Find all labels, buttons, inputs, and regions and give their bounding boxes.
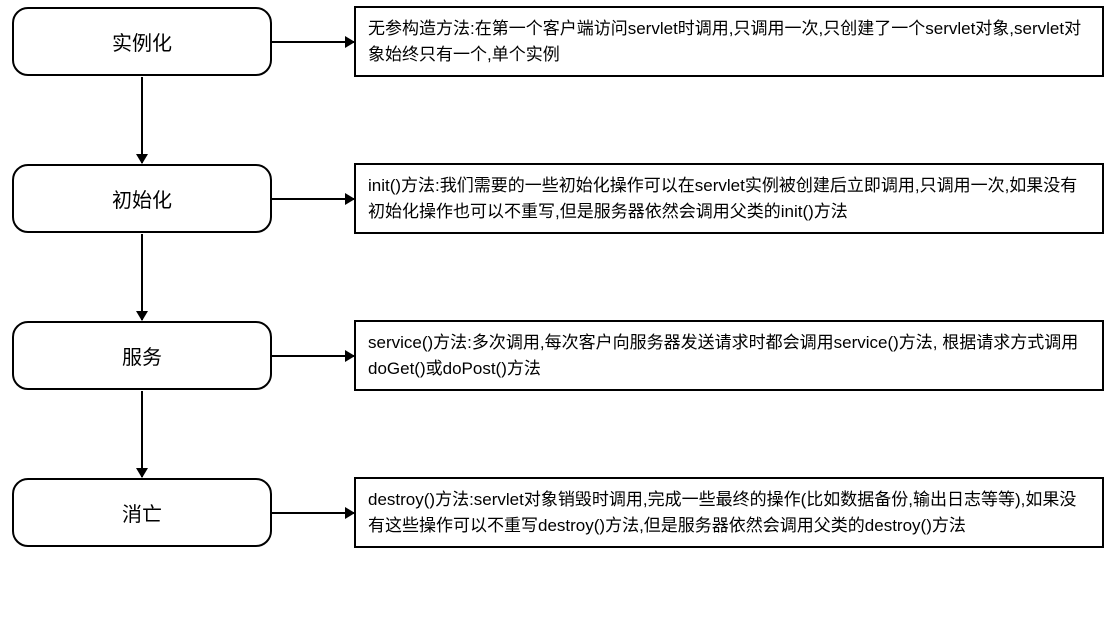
arrow-down-icon — [141, 77, 143, 163]
arrow-right-icon — [272, 198, 354, 200]
arrow-down-icon — [141, 391, 143, 477]
stage-destroy: 消亡 — [12, 478, 272, 547]
arrow-right-icon — [272, 512, 354, 514]
arrow-right-icon — [272, 355, 354, 357]
flow-row: 实例化 无参构造方法:在第一个客户端访问servlet时调用,只调用一次,只创建… — [12, 6, 1104, 77]
arrow-down-wrap — [12, 391, 272, 477]
arrow-right-icon — [272, 41, 354, 43]
desc-init: init()方法:我们需要的一些初始化操作可以在servlet实例被创建后立即调… — [354, 163, 1104, 234]
flow-row: 初始化 init()方法:我们需要的一些初始化操作可以在servlet实例被创建… — [12, 163, 1104, 234]
desc-service: service()方法:多次调用,每次客户向服务器发送请求时都会调用servic… — [354, 320, 1104, 391]
stage-instantiate: 实例化 — [12, 7, 272, 76]
stage-service: 服务 — [12, 321, 272, 390]
stage-init: 初始化 — [12, 164, 272, 233]
desc-destroy: destroy()方法:servlet对象销毁时调用,完成一些最终的操作(比如数… — [354, 477, 1104, 548]
desc-instantiate: 无参构造方法:在第一个客户端访问servlet时调用,只调用一次,只创建了一个s… — [354, 6, 1104, 77]
arrow-down-wrap — [12, 234, 272, 320]
flow-row: 服务 service()方法:多次调用,每次客户向服务器发送请求时都会调用ser… — [12, 320, 1104, 391]
arrow-down-icon — [141, 234, 143, 320]
flow-row: 消亡 destroy()方法:servlet对象销毁时调用,完成一些最终的操作(… — [12, 477, 1104, 548]
arrow-down-wrap — [12, 77, 272, 163]
